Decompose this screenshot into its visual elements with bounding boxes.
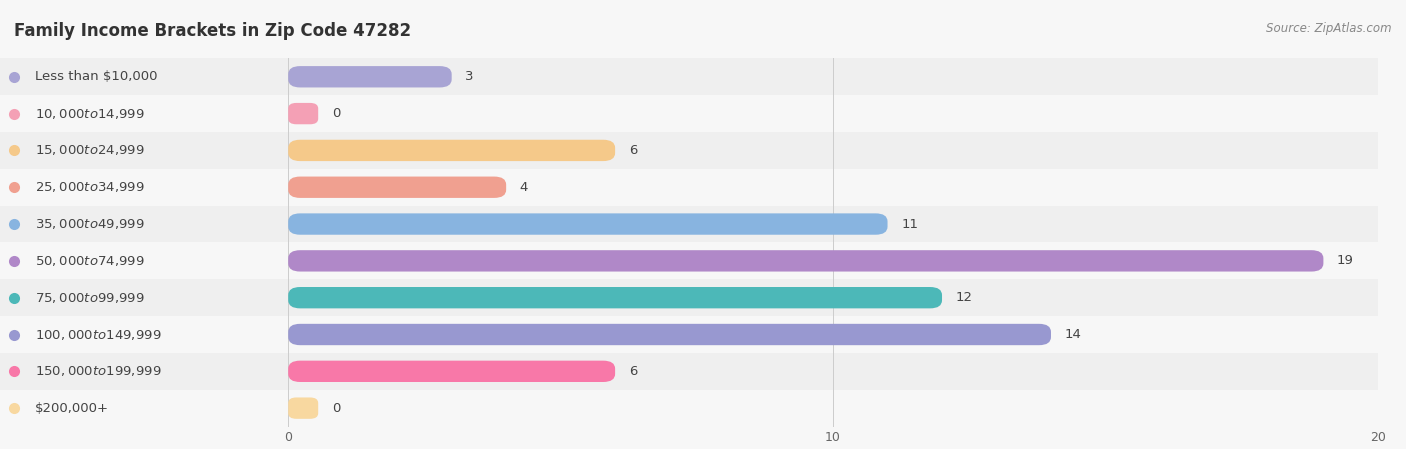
Bar <box>0 58 1406 95</box>
Text: 6: 6 <box>628 365 637 378</box>
Text: $15,000 to $24,999: $15,000 to $24,999 <box>35 143 145 158</box>
Bar <box>0 390 1406 427</box>
Bar <box>0 132 1406 169</box>
Text: Source: ZipAtlas.com: Source: ZipAtlas.com <box>1267 22 1392 35</box>
Text: 3: 3 <box>465 70 474 83</box>
Bar <box>0 206 1406 242</box>
Bar <box>0 279 1406 316</box>
FancyBboxPatch shape <box>288 397 318 419</box>
Text: $75,000 to $99,999: $75,000 to $99,999 <box>35 291 145 305</box>
Text: $150,000 to $199,999: $150,000 to $199,999 <box>35 364 162 379</box>
Bar <box>0 132 1406 169</box>
Text: $35,000 to $49,999: $35,000 to $49,999 <box>35 217 145 231</box>
Text: $25,000 to $34,999: $25,000 to $34,999 <box>35 180 145 194</box>
FancyBboxPatch shape <box>288 176 506 198</box>
Text: $50,000 to $74,999: $50,000 to $74,999 <box>35 254 145 268</box>
Bar <box>0 353 1406 390</box>
Text: 12: 12 <box>956 291 973 304</box>
Text: 6: 6 <box>628 144 637 157</box>
FancyBboxPatch shape <box>288 140 616 161</box>
Text: $100,000 to $149,999: $100,000 to $149,999 <box>35 327 162 342</box>
Bar <box>0 169 1406 206</box>
Bar <box>0 316 1406 353</box>
Text: 14: 14 <box>1064 328 1081 341</box>
Bar <box>0 95 1406 132</box>
Text: 4: 4 <box>520 181 529 194</box>
Text: 0: 0 <box>332 402 340 414</box>
Bar <box>0 279 1406 316</box>
Bar <box>0 169 1406 206</box>
Bar <box>0 58 1406 95</box>
Bar <box>0 353 1406 390</box>
Text: $200,000+: $200,000+ <box>35 402 108 414</box>
FancyBboxPatch shape <box>288 324 1050 345</box>
FancyBboxPatch shape <box>288 250 1323 272</box>
Bar <box>0 95 1406 132</box>
FancyBboxPatch shape <box>288 361 616 382</box>
Bar <box>0 242 1406 279</box>
Bar <box>0 390 1406 427</box>
Text: 11: 11 <box>901 218 918 230</box>
Bar <box>0 242 1406 279</box>
Text: Family Income Brackets in Zip Code 47282: Family Income Brackets in Zip Code 47282 <box>14 22 411 40</box>
FancyBboxPatch shape <box>288 213 887 235</box>
Text: $10,000 to $14,999: $10,000 to $14,999 <box>35 106 145 121</box>
Text: 0: 0 <box>332 107 340 120</box>
FancyBboxPatch shape <box>288 287 942 308</box>
Text: Less than $10,000: Less than $10,000 <box>35 70 157 83</box>
Bar <box>0 316 1406 353</box>
FancyBboxPatch shape <box>288 103 318 124</box>
Text: 19: 19 <box>1337 255 1354 267</box>
FancyBboxPatch shape <box>288 66 451 88</box>
Bar <box>0 206 1406 242</box>
